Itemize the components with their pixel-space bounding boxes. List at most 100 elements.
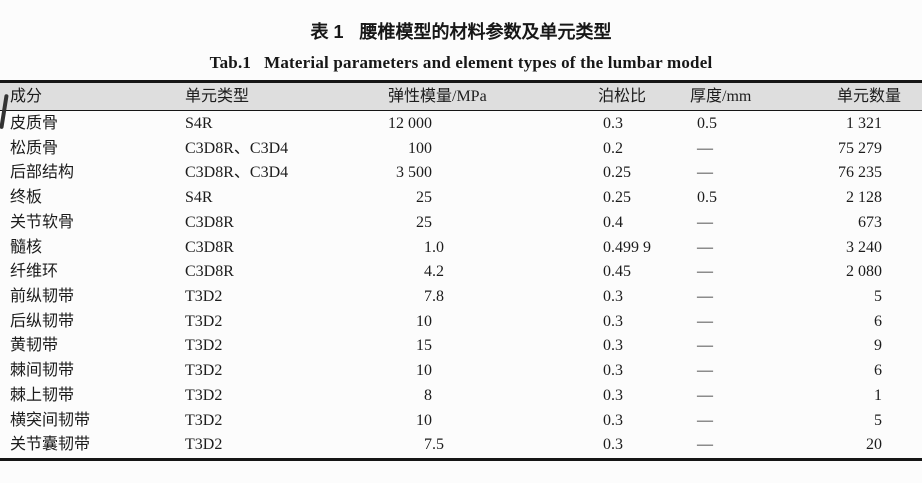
cell-modulus-int: 4 (424, 263, 432, 281)
table-header-row: 成分 单元类型 弹性模量/MPa 泊松比 厚度/mm 单元数量 (0, 83, 922, 111)
table-row: 纤维环 C3D8R 4.2 0.45 — 2 080 (0, 260, 922, 285)
cell-modulus-int: 8 (424, 386, 432, 404)
cell-component: 髓核 (10, 238, 43, 256)
col-header-poisson: 泊松比 (598, 88, 647, 105)
cell-modulus-int: 12 000 (388, 115, 432, 132)
table-row: 皮质骨 S4R 12 000 0.3 0.5 1 321 (0, 112, 922, 137)
cell-count: 673 (858, 213, 882, 231)
cell-modulus: 10 (300, 409, 452, 434)
cell-element-type: T3D2 (185, 337, 223, 355)
table-row: 后纵韧带 T3D2 10 0.3 — 6 (0, 310, 922, 335)
cell-thickness: — (697, 411, 713, 429)
cell-modulus-int: 25 (416, 213, 432, 231)
cell-count: 9 (874, 337, 882, 355)
cell-poisson: 0.3 (603, 436, 623, 454)
cell-modulus-frac (432, 211, 452, 236)
cell-modulus: 8 (300, 384, 452, 409)
cell-count: 1 (874, 386, 882, 404)
cell-poisson: 0.45 (603, 263, 631, 281)
cell-thickness: — (697, 386, 713, 404)
cell-modulus-int: 1 (424, 238, 432, 256)
cell-modulus-frac: .0 (432, 238, 444, 256)
cell-element-type: T3D2 (185, 288, 223, 306)
cell-modulus-frac (432, 409, 452, 434)
cell-modulus: 25 (300, 211, 452, 236)
cell-thickness: — (697, 312, 713, 330)
table-row: 黄韧带 T3D2 15 0.3 — 9 (0, 334, 922, 359)
cell-thickness: — (697, 213, 713, 231)
table-title-zh-number: 表 1 (310, 22, 344, 42)
cell-modulus-frac (432, 310, 452, 335)
cell-count: 3 240 (846, 238, 882, 256)
cell-modulus: 15 (300, 334, 452, 359)
cell-modulus-frac (432, 384, 452, 409)
cell-count: 6 (874, 362, 882, 380)
table-row: 髓核 C3D8R 1.0 0.499 9 — 3 240 (0, 236, 922, 261)
cell-element-type: T3D2 (185, 362, 223, 380)
cell-element-type: C3D8R、C3D4 (185, 164, 289, 182)
cell-modulus: 12 000 (300, 112, 452, 137)
table-title-en-number: Tab.1 (209, 53, 252, 72)
cell-modulus-int: 7 (424, 288, 432, 306)
cell-component: 纤维环 (10, 263, 59, 281)
cell-modulus-frac (432, 186, 452, 211)
cell-modulus-frac (432, 112, 452, 137)
col-header-modulus: 弹性模量/MPa (388, 88, 487, 105)
cell-element-type: C3D8R (185, 263, 234, 281)
col-header-component: 成分 (10, 88, 43, 105)
cell-component: 关节囊韧带 (10, 436, 91, 454)
cell-modulus: 10 (300, 359, 452, 384)
cell-component: 黄韧带 (10, 337, 59, 355)
cell-modulus-frac: .8 (432, 288, 444, 306)
cell-poisson: 0.3 (603, 386, 623, 404)
cell-poisson: 0.499 9 (603, 238, 651, 256)
cell-modulus: 4.2 (300, 260, 452, 285)
cell-modulus: 1.0 (300, 236, 452, 261)
cell-thickness: 0.5 (697, 189, 717, 207)
cell-count: 1 321 (846, 115, 882, 132)
cell-count: 20 (866, 436, 882, 454)
cell-count: 5 (874, 288, 882, 306)
cell-count: 2 128 (846, 189, 882, 207)
cell-thickness: — (697, 139, 713, 157)
table-title-en-text: Material parameters and element types of… (264, 53, 713, 72)
cell-count: 6 (874, 312, 882, 330)
cell-modulus-frac (432, 137, 452, 162)
table-row: 后部结构 C3D8R、C3D4 3 500 0.25 — 76 235 (0, 161, 922, 186)
cell-element-type: S4R (185, 189, 213, 207)
cell-modulus: 10 (300, 310, 452, 335)
table-title-en: Tab.1 Material parameters and element typ… (0, 53, 922, 73)
table-title-zh-text: 腰椎模型的材料参数及单元类型 (359, 22, 612, 42)
cell-element-type: C3D8R (185, 238, 234, 256)
cell-modulus-frac (432, 161, 452, 186)
cell-count: 76 235 (838, 164, 882, 182)
table-body: 皮质骨 S4R 12 000 0.3 0.5 1 321 松质骨 C3D8R、C… (0, 112, 922, 458)
table-row: 关节软骨 C3D8R 25 0.4 — 673 (0, 211, 922, 236)
cell-thickness: — (697, 164, 713, 182)
table-row: 松质骨 C3D8R、C3D4 100 0.2 — 75 279 (0, 137, 922, 162)
cell-thickness: — (697, 288, 713, 306)
cell-modulus-int: 3 500 (396, 164, 432, 182)
cell-poisson: 0.3 (603, 337, 623, 355)
cell-thickness: — (697, 238, 713, 256)
table-row: 关节囊韧带 T3D2 7.5 0.3 — 20 (0, 433, 922, 458)
cell-modulus-int: 10 (416, 411, 432, 429)
table-row: 棘上韧带 T3D2 8 0.3 — 1 (0, 384, 922, 409)
cell-count: 5 (874, 411, 882, 429)
cell-element-type: S4R (185, 115, 213, 132)
cell-modulus-frac: .2 (432, 263, 444, 281)
cell-count: 75 279 (838, 139, 882, 157)
table-row: 棘间韧带 T3D2 10 0.3 — 6 (0, 359, 922, 384)
cell-modulus-int: 10 (416, 362, 432, 380)
cell-thickness: — (697, 436, 713, 454)
cell-element-type: T3D2 (185, 312, 223, 330)
cell-thickness: — (697, 263, 713, 281)
cell-component: 皮质骨 (10, 115, 59, 132)
cell-component: 关节软骨 (10, 213, 75, 231)
cell-modulus-int: 15 (416, 337, 432, 355)
cell-modulus-frac (432, 359, 452, 384)
col-header-count: 单元数量 (837, 88, 902, 105)
cell-modulus: 7.8 (300, 285, 452, 310)
cell-element-type: C3D8R、C3D4 (185, 139, 289, 157)
cell-poisson: 0.3 (603, 312, 623, 330)
